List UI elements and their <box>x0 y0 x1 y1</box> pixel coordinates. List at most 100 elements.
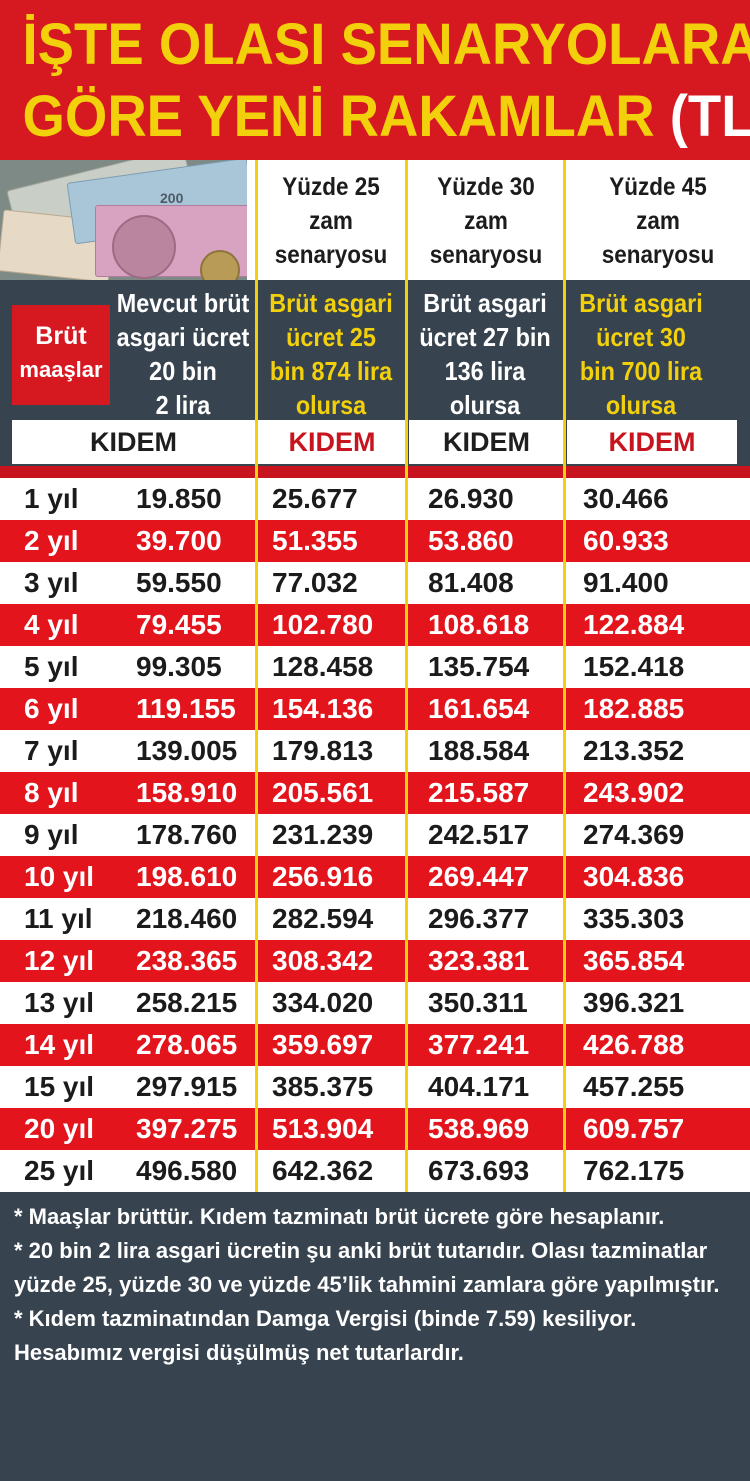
coin-shape <box>200 250 240 280</box>
value-cell: 242.517 <box>428 819 530 850</box>
label-line: 136 lira <box>444 356 526 386</box>
value-cell: 231.239 <box>272 819 374 850</box>
year-cell: 3 yıl <box>24 567 79 598</box>
table-row: 1 yıl 19.850 25.677 26.930 30.466 <box>0 478 750 520</box>
table-row: 11 yıl 218.460 282.594 296.377 335.303 <box>0 898 750 940</box>
year-cell: 8 yıl <box>24 777 79 808</box>
year-cell: 5 yıl <box>24 651 79 682</box>
year-cell: 6 yıl <box>24 693 79 724</box>
value-cell: 77.032 <box>272 567 358 598</box>
table-row: 9 yıl 178.760 231.239 242.517 274.369 <box>0 814 750 856</box>
banknote-denomination: 200 <box>160 190 184 206</box>
column-label-25: Brüt asgari ücret 25 bin 874 lira olursa <box>264 286 399 426</box>
brut-maaslar-label: Brüt maaşlar <box>12 305 110 405</box>
value-cell: 122.884 <box>583 609 685 640</box>
currency-badge: (TL) <box>669 84 750 149</box>
column-label-45: Brüt asgari ücret 30 bin 700 lira olursa <box>574 286 709 426</box>
value-cell: 673.693 <box>428 1155 530 1186</box>
column-divider <box>255 160 258 1192</box>
value-cell: 350.311 <box>428 987 528 1018</box>
value-cell: 642.362 <box>272 1155 374 1186</box>
year-cell: 10 yıl <box>24 861 95 892</box>
value-cell: 296.377 <box>428 903 530 934</box>
scenario-25: Yüzde 25 zam senaryosu <box>264 160 399 280</box>
year-cell: 15 yıl <box>24 1071 95 1102</box>
kidem-label-30: KIDEM <box>409 420 564 464</box>
year-cell: 9 yıl <box>24 819 79 850</box>
label-line: 2 lira <box>155 390 211 420</box>
portrait-shape <box>112 215 176 279</box>
value-cell: 91.400 <box>583 567 669 598</box>
value-cell: 278.065 <box>136 1029 238 1060</box>
value-cell: 119.155 <box>136 693 236 724</box>
year-cell: 14 yıl <box>24 1029 95 1060</box>
value-cell: 365.854 <box>583 945 685 976</box>
label-line: Brüt asgari <box>423 288 547 318</box>
year-cell: 1 yıl <box>24 483 79 514</box>
scenario-30: Yüzde 30 zam senaryosu <box>416 160 556 280</box>
value-cell: 213.352 <box>583 735 685 766</box>
scenario-header-row: 200 Yüzde 25 zam senaryosu Yüzde 30 zam … <box>0 160 750 280</box>
value-cell: 258.215 <box>136 987 238 1018</box>
footnotes: * Maaşlar brüttür. Kıdem tazminatı brüt … <box>0 1192 750 1481</box>
label-line: 20 bin <box>149 356 217 386</box>
table-row: 13 yıl 258.215 334.020 350.311 396.321 <box>0 982 750 1024</box>
table-row: 5 yıl 99.305 128.458 135.754 152.418 <box>0 646 750 688</box>
table-row: 4 yıl 79.455 102.780 108.618 122.884 <box>0 604 750 646</box>
label-line: olursa <box>295 390 367 420</box>
value-cell: 79.455 <box>136 609 222 640</box>
kidem-header-row: KIDEM KIDEM KIDEM KIDEM <box>0 420 750 466</box>
scenario-45-line3: senaryosu <box>601 241 715 269</box>
brut-label-line1: Brüt <box>35 322 87 350</box>
scenario-30-line2: zam <box>464 207 508 235</box>
value-cell: 158.910 <box>136 777 238 808</box>
value-cell: 513.904 <box>272 1113 374 1144</box>
table-row: 6 yıl 119.155 154.136 161.654 182.885 <box>0 688 750 730</box>
label-line: bin 700 lira <box>579 356 703 386</box>
footnote: * Kıdem tazminatından Damga Vergisi (bin… <box>14 1306 637 1365</box>
kidem-label-45: KIDEM <box>567 420 737 464</box>
year-cell: 25 yıl <box>24 1155 95 1186</box>
value-cell: 397.275 <box>136 1113 238 1144</box>
value-cell: 359.697 <box>272 1029 374 1060</box>
table-row: 3 yıl 59.550 77.032 81.408 91.400 <box>0 562 750 604</box>
value-cell: 59.550 <box>136 567 222 598</box>
column-label-30: Brüt asgari ücret 27 bin 136 lira olursa <box>414 286 556 426</box>
scenario-45-line2: zam <box>636 207 680 235</box>
value-cell: 178.760 <box>136 819 238 850</box>
value-cell: 218.460 <box>136 903 238 934</box>
table-row: 15 yıl 297.915 385.375 404.171 457.255 <box>0 1066 750 1108</box>
value-cell: 81.408 <box>428 567 514 598</box>
value-cell: 496.580 <box>136 1155 238 1186</box>
value-cell: 323.381 <box>428 945 530 976</box>
scenario-25-line2: zam <box>309 207 353 235</box>
value-cell: 108.618 <box>428 609 530 640</box>
headline-line-2: GÖRE YENİ RAKAMLAR (TL) <box>23 82 750 152</box>
value-cell: 538.969 <box>428 1113 530 1144</box>
label-line: bin 874 lira <box>269 356 393 386</box>
year-cell: 2 yıl <box>24 525 79 556</box>
value-cell: 152.418 <box>583 651 685 682</box>
label-line: Brüt asgari <box>269 288 393 318</box>
column-divider <box>563 160 566 1192</box>
scenario-45-line1: Yüzde 45 <box>609 173 707 201</box>
value-cell: 243.902 <box>583 777 685 808</box>
table-row: 10 yıl 198.610 256.916 269.447 304.836 <box>0 856 750 898</box>
value-cell: 198.610 <box>136 861 238 892</box>
value-cell: 60.933 <box>583 525 669 556</box>
column-label-current: Mevcut brüt asgari ücret 20 bin 2 lira <box>116 286 251 426</box>
brut-label-line2: maaşlar <box>19 357 103 382</box>
value-cell: 154.136 <box>272 693 374 724</box>
value-cell: 385.375 <box>272 1071 374 1102</box>
table-row: 14 yıl 278.065 359.697 377.241 426.788 <box>0 1024 750 1066</box>
year-cell: 7 yıl <box>24 735 79 766</box>
value-cell: 396.321 <box>583 987 685 1018</box>
value-cell: 161.654 <box>428 693 530 724</box>
value-cell: 457.255 <box>583 1071 685 1102</box>
value-cell: 269.447 <box>428 861 530 892</box>
kidem-label-current: KIDEM <box>12 420 255 464</box>
headline-line-1: İŞTE OLASI SENARYOLARA <box>22 12 750 77</box>
table-row: 8 yıl 158.910 205.561 215.587 243.902 <box>0 772 750 814</box>
column-label-row: Brüt maaşlar Mevcut brüt asgari ücret 20… <box>0 280 750 427</box>
column-divider <box>405 160 408 1192</box>
